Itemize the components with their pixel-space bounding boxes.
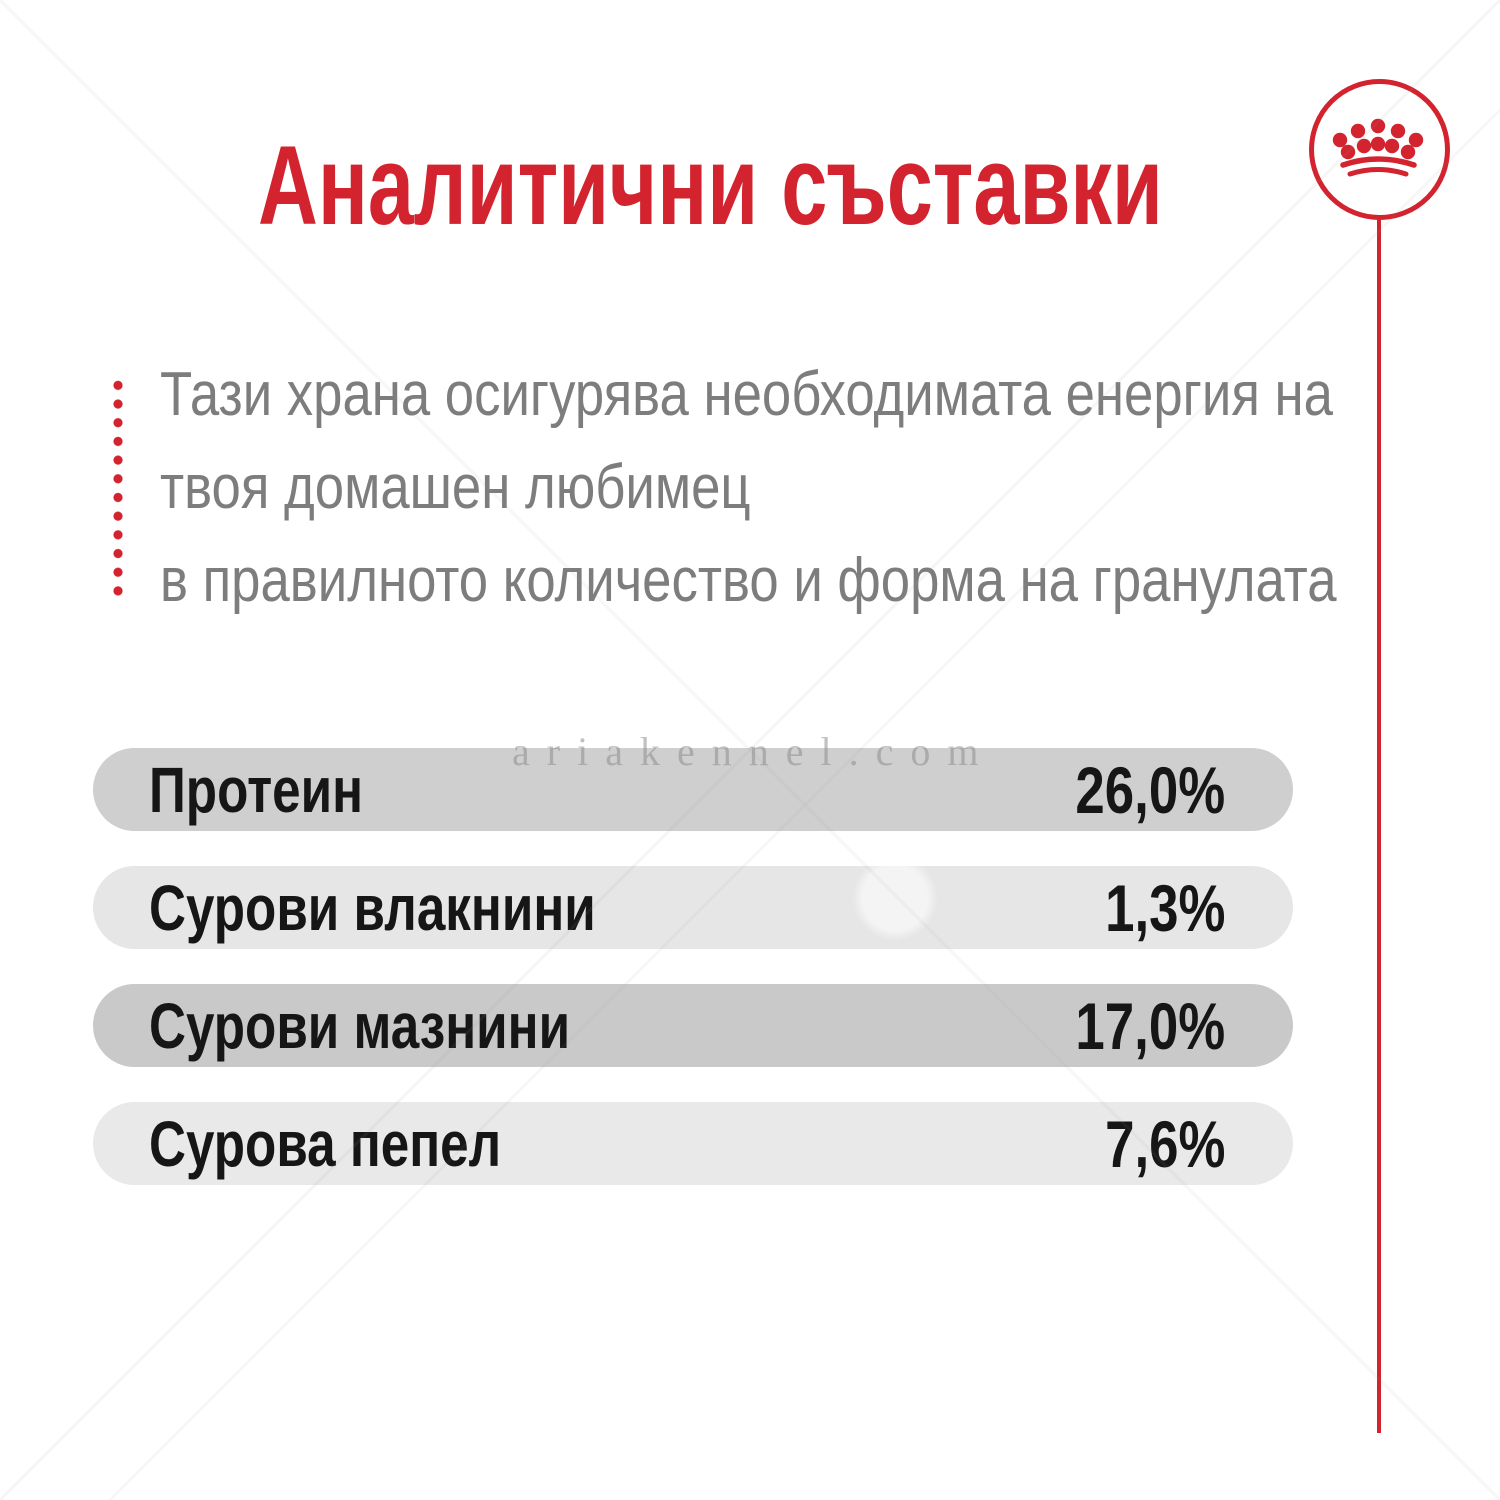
description-line: Тази храна осигурява необходимата енерги… [160,360,1333,429]
nutrient-label: Сурова пепел [149,1107,502,1180]
royal-canin-logo [1307,77,1452,222]
page-title-text: Аналитични съставки [257,123,1163,248]
description-text: Тази храна осигурява необходимата енерги… [160,348,1500,627]
nutrient-value: 26,0% [1075,752,1225,827]
nutrient-value: 7,6% [1104,1106,1225,1181]
logo-stem-line [1377,218,1381,1433]
description-line: твоя домашен любимец [160,453,751,522]
nutrient-row-crude-fat: Сурови мазнини 17,0% [93,984,1293,1067]
nutrient-value: 1,3% [1104,870,1225,945]
page-title: Аналитични съставки [0,130,1420,242]
description-line: в правилното количество и форма на грану… [160,546,1337,615]
watermark-text: ariakennel.com [512,729,996,774]
nutrient-row-crude-fibre: Сурови влакнини 1,3% [93,866,1293,949]
watermark-ghost-circle [853,856,937,940]
nutrient-label: Сурови влакнини [149,871,596,944]
nutrient-row-crude-ash: Сурова пепел 7,6% [93,1102,1293,1185]
nutrient-label: Сурови мазнини [149,989,571,1062]
dotted-accent-line [113,376,123,600]
nutrient-row-protein: Протеин 26,0% [93,748,1293,831]
nutrient-label: Протеин [149,753,364,826]
crown-icon [1309,79,1450,220]
nutrient-value: 17,0% [1075,988,1225,1063]
